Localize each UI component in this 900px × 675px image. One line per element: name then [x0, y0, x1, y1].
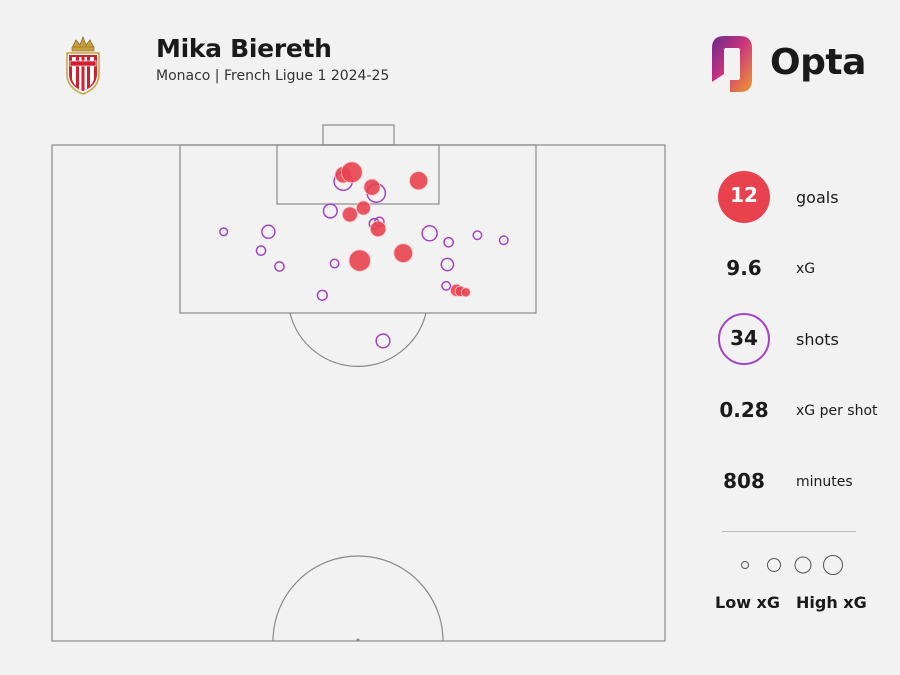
penalty-arc: [289, 312, 427, 367]
xg-per-shot-label: xG per shot: [796, 403, 878, 419]
goals-value: 12: [730, 183, 758, 207]
goal: [322, 124, 395, 146]
legend-size-marker: [823, 555, 843, 575]
legend-size-marker: [767, 558, 781, 572]
shot-marker: [274, 261, 285, 272]
shot-marker: [261, 224, 276, 240]
goal-marker: [355, 200, 371, 216]
shot-marker: [316, 289, 328, 301]
stats-divider: [722, 531, 856, 532]
shot-marker: [440, 257, 455, 272]
pitch-boundary: [51, 144, 666, 642]
goals-label: goals: [796, 188, 839, 207]
goal-marker: [409, 171, 429, 191]
legend-low-label: Low xG: [715, 593, 780, 612]
legend-high-label: High xG: [796, 593, 867, 612]
shot-marker: [329, 258, 340, 269]
minutes-value: 808: [723, 469, 765, 493]
shot-marker: [322, 203, 338, 219]
xg-per-shot-value: 0.28: [719, 398, 769, 422]
shot-marker: [443, 236, 454, 248]
opta-logo-icon: [712, 36, 752, 92]
shot-marker: [375, 333, 391, 349]
xg-label: xG: [796, 261, 816, 277]
legend-size-marker: [794, 556, 812, 574]
goal-marker: [340, 161, 363, 184]
monaco-crest-icon: [66, 35, 100, 95]
shot-marker: [441, 280, 452, 291]
goal-marker: [393, 243, 414, 263]
minutes-label: minutes: [796, 474, 853, 490]
shot-marker: [219, 227, 229, 237]
subtitle: Monaco | French Ligue 1 2024-25: [156, 68, 390, 84]
shot-marker: [498, 235, 509, 246]
shots-value: 34: [730, 326, 758, 350]
goals-badge: [718, 171, 770, 223]
shot-marker: [472, 230, 483, 241]
shots-label: shots: [796, 330, 839, 349]
goal-marker: [342, 206, 358, 223]
player-name-title: Mika Biereth: [156, 34, 332, 63]
goal-marker: [348, 249, 371, 272]
centre-spot: [356, 638, 360, 642]
goal-marker: [369, 220, 387, 238]
goal-marker: [460, 287, 471, 298]
opta-brand-text: Opta: [770, 42, 866, 83]
legend-size-marker: [741, 561, 749, 569]
shots-badge: [718, 313, 770, 365]
goal-marker: [363, 178, 381, 196]
shot-marker: [255, 245, 267, 256]
centre-circle: [272, 555, 444, 642]
xg-value: 9.6: [726, 256, 762, 280]
shot-marker: [421, 225, 438, 242]
